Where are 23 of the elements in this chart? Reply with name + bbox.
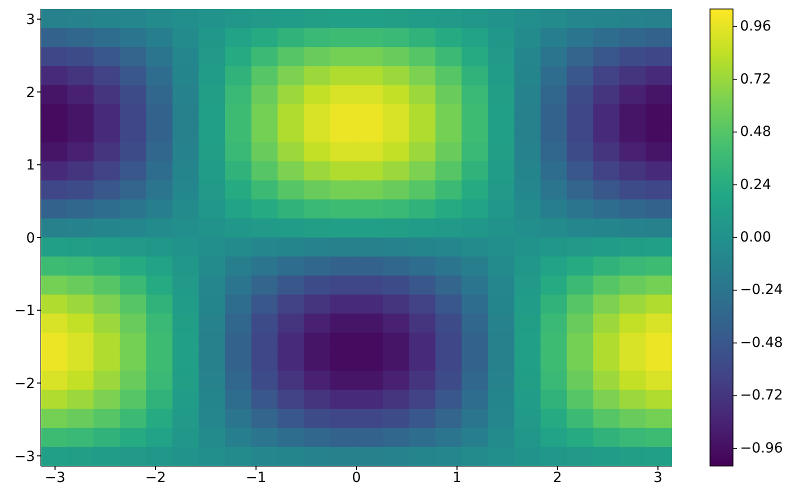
x-tick-label: 0 (352, 470, 361, 486)
color-bar-label: −0.24 (740, 282, 783, 298)
x-tick-label: 3 (653, 470, 662, 486)
x-tick-label: 1 (452, 470, 462, 486)
color-bar-label: 0.00 (740, 230, 772, 246)
color-bar-label: −0.48 (740, 334, 783, 351)
y-tick-label: 1 (26, 158, 35, 174)
color-bar-label: 0.24 (740, 176, 772, 193)
y-tick-label: 2 (26, 84, 35, 101)
color-bar-label: 0.72 (740, 71, 772, 88)
x-tick-label: −3 (44, 470, 66, 486)
color-bar-label: −0.72 (740, 388, 783, 404)
x-tick-label: −2 (145, 470, 166, 486)
color-bar-label: 0.48 (740, 124, 772, 140)
y-tick-label: 0 (26, 230, 35, 246)
color-bar-label: −0.96 (740, 440, 783, 456)
x-tick-label: 2 (552, 470, 562, 486)
color-bar-label: 0.96 (740, 18, 772, 35)
y-tick-label: −2 (14, 376, 35, 392)
y-tick-label: −1 (14, 303, 35, 320)
x-tick-label: −1 (246, 470, 266, 486)
y-tick-label: 3 (26, 12, 35, 28)
y-tick-label: −3 (14, 448, 35, 465)
